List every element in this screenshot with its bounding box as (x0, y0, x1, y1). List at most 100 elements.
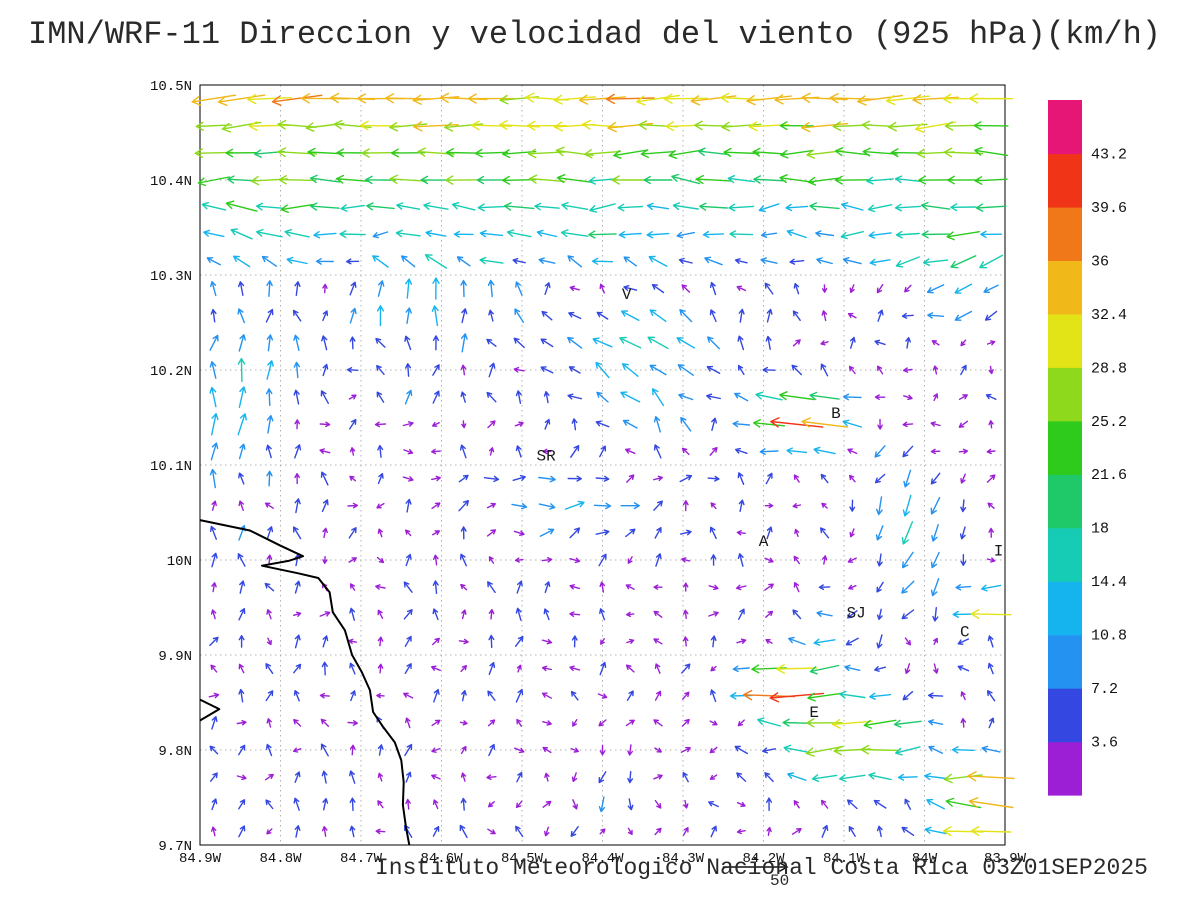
wind-arrow (646, 202, 670, 210)
wind-arrow (278, 175, 316, 185)
wind-arrow (560, 229, 589, 238)
wind-arrow (801, 417, 848, 428)
wind-arrow (611, 175, 649, 185)
wind-arrow (654, 747, 662, 753)
wind-arrow (514, 308, 525, 323)
wind-arrow (613, 149, 648, 159)
coastline-peninsula-tip (199, 698, 221, 722)
wind-arrow (927, 719, 944, 726)
wind-arrow (595, 475, 610, 482)
wind-arrow (625, 448, 636, 454)
wind-arrow (286, 256, 308, 265)
wind-arrow (970, 826, 1012, 836)
wind-arrow (516, 771, 523, 783)
wind-arrow (377, 609, 384, 619)
colorbar-segment (1048, 420, 1082, 475)
wind-arrow (458, 474, 469, 483)
wind-arrow (506, 229, 532, 238)
wind-arrow (753, 419, 786, 428)
wind-arrow (543, 608, 550, 621)
wind-arrow (920, 201, 951, 211)
wind-arrow (709, 447, 718, 456)
wind-arrow (376, 391, 385, 403)
wind-arrow (862, 147, 898, 157)
wind-arrow (682, 500, 689, 512)
wind-arrow (514, 747, 525, 754)
wind-arrow (293, 361, 301, 379)
wind-arrow (433, 688, 440, 703)
wind-arrow (902, 691, 914, 701)
wind-arrow (211, 582, 217, 593)
x-axis-tick-label: 84.3W (662, 851, 705, 867)
wind-arrow (930, 578, 940, 597)
wind-arrow (432, 637, 440, 646)
wind-arrow (904, 637, 911, 646)
wind-arrow (627, 798, 634, 811)
wind-arrow (516, 718, 523, 727)
wind-arrow (753, 175, 785, 184)
wind-arrow (572, 719, 578, 727)
wind-arrow (294, 281, 301, 296)
wind-arrow (794, 528, 800, 537)
wind-arrow (512, 475, 526, 481)
wind-arrow (211, 826, 217, 837)
wind-arrow (627, 771, 634, 784)
wind-arrow (460, 391, 467, 403)
wind-arrow (432, 826, 440, 837)
wind-arrow (868, 772, 892, 781)
wind-arrow (360, 120, 401, 131)
wind-arrow (970, 609, 1012, 619)
wind-arrow (709, 720, 718, 726)
city-labels: V B SR A SJ C E I (537, 286, 1004, 722)
wind-arrow (211, 552, 218, 568)
wind-arrow (874, 394, 886, 400)
wind-arrow (498, 120, 540, 130)
wind-arrow (236, 774, 247, 781)
wind-arrow (405, 498, 412, 513)
wind-arrow (751, 664, 787, 674)
y-axis-tick-label: 10.2N (150, 364, 192, 380)
wind-arrow (479, 256, 504, 265)
wind-arrow (695, 174, 732, 185)
wind-arrow (984, 310, 998, 321)
wind-arrow (676, 231, 695, 239)
wind-arrow (704, 256, 723, 266)
wind-arrow (210, 281, 217, 297)
wind-arrow (737, 335, 745, 351)
wind-arrow (460, 665, 467, 673)
wind-arrow (788, 636, 806, 646)
colorbar-tick-label: 10.8 (1091, 628, 1127, 645)
wind-arrow (786, 229, 807, 239)
wind-arrow (627, 827, 633, 836)
wind-arrow (736, 530, 746, 536)
wind-arrow (284, 229, 310, 238)
reference-vector-label: 50 (770, 872, 790, 890)
wind-arrow (979, 254, 1004, 269)
y-axis-tick-label: 10N (167, 554, 192, 570)
wind-arrow (377, 636, 384, 647)
wind-arrow (849, 528, 855, 538)
wind-arrow (405, 278, 413, 299)
wind-arrow (459, 444, 467, 459)
wind-arrow (791, 364, 803, 376)
wind-arrow (981, 584, 1002, 592)
wind-arrow (681, 284, 691, 293)
wind-arrow (902, 494, 912, 517)
wind-arrow (309, 174, 340, 184)
wind-arrow (405, 363, 412, 377)
wind-arrow (543, 391, 550, 404)
wind-arrow (710, 825, 717, 838)
x-axis-tick-label: 83.9W (984, 851, 1027, 867)
wind-arrow (376, 693, 385, 699)
wind-arrow (431, 502, 441, 509)
wind-arrow (459, 553, 467, 567)
wind-arrow (737, 719, 745, 727)
wind-arrow (648, 255, 668, 267)
wind-arrow (538, 503, 556, 510)
wind-arrow (320, 471, 329, 486)
wind-arrow (738, 499, 745, 512)
colorbar-segment (1048, 688, 1082, 743)
wind-arrow (847, 312, 857, 319)
wind-arrow (335, 174, 370, 184)
wind-arrow (933, 393, 939, 402)
